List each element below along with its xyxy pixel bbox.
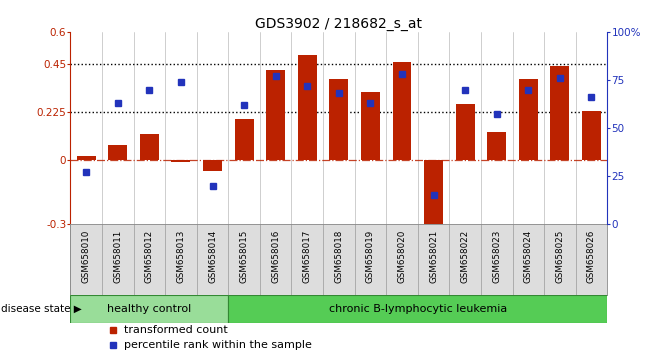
Text: GSM658014: GSM658014 [208, 230, 217, 283]
Text: disease state ▶: disease state ▶ [1, 304, 82, 314]
FancyBboxPatch shape [228, 295, 607, 322]
Bar [76, 156, 96, 160]
Text: GSM658015: GSM658015 [240, 230, 249, 283]
Text: GSM658021: GSM658021 [429, 230, 438, 283]
Title: GDS3902 / 218682_s_at: GDS3902 / 218682_s_at [256, 17, 422, 31]
Text: GSM658024: GSM658024 [524, 230, 533, 283]
Text: GSM658020: GSM658020 [397, 230, 407, 283]
Text: GSM658025: GSM658025 [556, 230, 564, 283]
Bar [108, 145, 127, 160]
Text: GSM658026: GSM658026 [587, 230, 596, 283]
Text: GSM658013: GSM658013 [176, 230, 185, 283]
Text: GSM658011: GSM658011 [113, 230, 122, 283]
Bar [235, 119, 254, 160]
Bar [266, 70, 285, 160]
Text: GSM658016: GSM658016 [271, 230, 280, 283]
Bar [424, 160, 443, 233]
Bar [550, 66, 570, 160]
Text: transformed count: transformed count [124, 325, 228, 335]
Text: GSM658010: GSM658010 [82, 230, 91, 283]
Text: healthy control: healthy control [107, 304, 191, 314]
Bar [582, 111, 601, 160]
Text: GSM658012: GSM658012 [145, 230, 154, 283]
Text: GSM658023: GSM658023 [493, 230, 501, 283]
Bar [361, 92, 380, 160]
Bar [203, 160, 222, 171]
Bar [298, 55, 317, 160]
Text: GSM658022: GSM658022 [461, 230, 470, 283]
Bar [519, 79, 537, 160]
Bar [456, 104, 474, 160]
Bar [393, 62, 411, 160]
Text: chronic B-lymphocytic leukemia: chronic B-lymphocytic leukemia [329, 304, 507, 314]
Text: GSM658017: GSM658017 [303, 230, 312, 283]
FancyBboxPatch shape [70, 295, 228, 322]
Bar [329, 79, 348, 160]
Bar [487, 132, 506, 160]
Text: GSM658018: GSM658018 [334, 230, 344, 283]
Text: percentile rank within the sample: percentile rank within the sample [124, 340, 312, 350]
Bar [140, 135, 159, 160]
Text: GSM658019: GSM658019 [366, 230, 375, 283]
Bar [172, 160, 191, 162]
